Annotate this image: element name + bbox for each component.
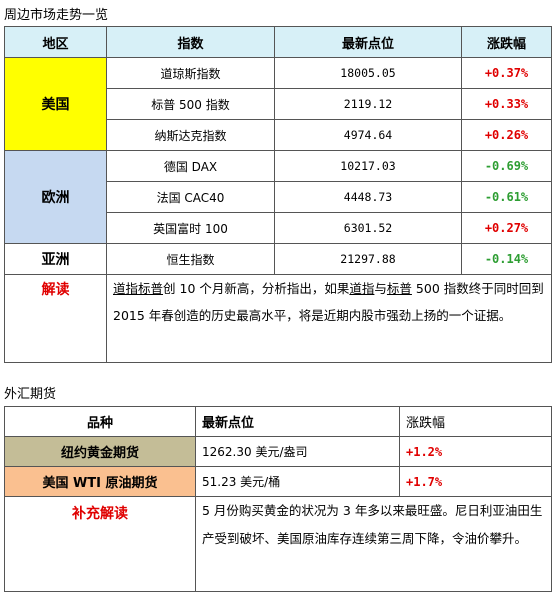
section-title-fx: 外汇期货 [4,387,57,402]
index-name: 道琼斯指数 [106,57,275,89]
index-value: 4974.64 [274,119,462,151]
link-dow: 道指 [113,281,139,296]
index-value: 6301.52 [274,212,462,244]
future-change: +1.2% [399,436,552,467]
index-change: -0.61% [461,181,552,213]
region-eu: 欧洲 [4,150,107,244]
table-row: 美国 道琼斯指数 18005.05 +0.37% [4,57,552,151]
region-asia: 亚洲 [4,243,107,275]
table-row: 纳斯达克指数 4974.64 +0.26% [5,119,552,151]
future-name: 美国 WTI 原油期货 [4,466,196,497]
section-title-market: 周边市场走势一览 [4,8,109,23]
index-name: 标普 500 指数 [106,88,275,120]
future-name: 纽约黄金期货 [4,436,196,467]
future-value: 1262.30 美元/盎司 [195,436,400,467]
interpretation-text: 道指标普创 10 个月新高，分析指出，如果道指与标普 500 指数终于同时回到 … [106,274,552,363]
index-name: 恒生指数 [106,243,275,275]
header-index: 指数 [106,26,275,58]
index-name: 法国 CAC40 [106,181,275,213]
futures-table: 品种 最新点位 涨跌幅 纽约黄金期货 1262.30 美元/盎司 +1.2% 美… [4,406,552,592]
header-variety: 品种 [4,406,196,437]
table-row: 美国 WTI 原油期货 51.23 美元/桶 +1.7% [4,466,552,497]
region-us: 美国 [4,57,107,151]
header-region: 地区 [4,26,107,58]
index-name: 英国富时 100 [106,212,275,244]
future-change: +1.7% [399,466,552,497]
supplement-label: 补充解读 [4,496,196,592]
header-latest: 最新点位 [274,26,462,58]
link-sp: 标普 [138,281,164,296]
index-value: 10217.03 [274,150,462,182]
index-change: -0.14% [461,243,552,275]
index-change: +0.27% [461,212,552,244]
header-change: 涨跌幅 [461,26,552,58]
future-value: 51.23 美元/桶 [195,466,400,497]
index-change: -0.69% [461,150,552,182]
supplement-text: 5 月份购买黄金的状况为 3 年多以来最旺盛。尼日利亚油田生产受到破坏、美国原油… [195,496,552,592]
table-header-row: 品种 最新点位 涨跌幅 [4,406,552,437]
index-value: 4448.73 [274,181,462,213]
index-value: 21297.88 [274,243,462,275]
header-change: 涨跌幅 [399,406,552,437]
table-row: 亚洲 恒生指数 21297.88 -0.14% [4,243,552,275]
index-name: 纳斯达克指数 [106,119,275,151]
table-header-row: 地区 指数 最新点位 涨跌幅 [4,26,552,58]
table-row: 英国富时 100 6301.52 +0.27% [5,212,552,244]
index-change: +0.26% [461,119,552,151]
index-change: +0.37% [461,57,552,89]
table-row: 纽约黄金期货 1262.30 美元/盎司 +1.2% [4,436,552,467]
market-table: 地区 指数 最新点位 涨跌幅 美国 道琼斯指数 18005.05 +0.37% … [4,26,552,363]
index-value: 18005.05 [274,57,462,89]
interpretation-row: 解读 道指标普创 10 个月新高，分析指出，如果道指与标普 500 指数终于同时… [4,274,552,363]
table-row: 法国 CAC40 4448.73 -0.61% [5,181,552,213]
index-value: 2119.12 [274,88,462,120]
index-change: +0.33% [461,88,552,120]
table-row: 标普 500 指数 2119.12 +0.33% [5,88,552,120]
index-name: 德国 DAX [106,150,275,182]
interpretation-label: 解读 [4,274,107,363]
table-row: 欧洲 德国 DAX 10217.03 -0.69% [4,150,552,244]
header-latest: 最新点位 [195,406,400,437]
supplement-row: 补充解读 5 月份购买黄金的状况为 3 年多以来最旺盛。尼日利亚油田生产受到破坏… [4,496,552,592]
